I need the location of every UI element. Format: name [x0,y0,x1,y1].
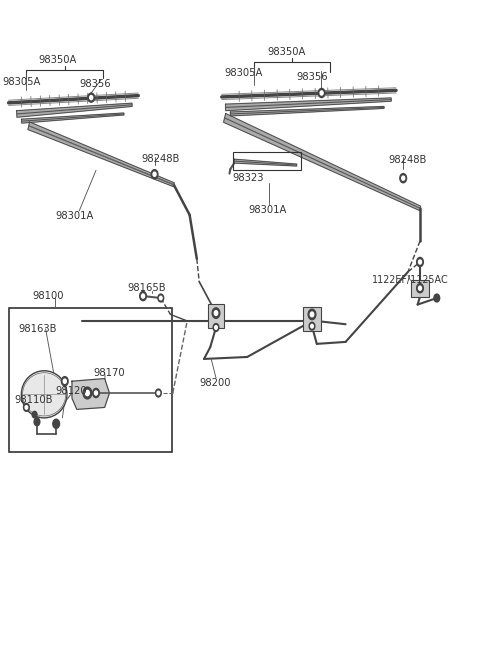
Circle shape [88,93,95,102]
Polygon shape [234,159,297,166]
Text: 98163B: 98163B [18,324,57,334]
Circle shape [156,389,161,397]
Circle shape [153,172,156,176]
Bar [411,280,429,297]
Polygon shape [226,98,391,111]
Circle shape [53,419,60,428]
Circle shape [402,176,405,180]
Circle shape [151,170,158,179]
Circle shape [24,403,29,411]
Bar [233,152,301,170]
Text: 98100: 98100 [33,291,64,301]
Circle shape [318,88,325,98]
Circle shape [61,377,68,386]
Circle shape [142,294,144,298]
Circle shape [34,418,40,426]
Circle shape [213,324,219,331]
Text: 98248B: 98248B [142,153,180,164]
Text: 98301A: 98301A [249,204,287,215]
Circle shape [25,405,28,409]
Circle shape [417,284,423,293]
Circle shape [419,260,421,264]
Ellipse shape [21,371,67,418]
Text: 98110B: 98110B [14,394,53,405]
Circle shape [159,296,162,300]
Circle shape [309,322,315,330]
Text: 1122EF/1125AC: 1122EF/1125AC [372,275,449,286]
Circle shape [140,291,146,301]
Bar [207,303,225,328]
Circle shape [90,96,93,100]
Text: 98248B: 98248B [389,155,427,166]
Circle shape [320,91,323,95]
Text: 98350A: 98350A [38,55,77,66]
Circle shape [417,257,423,267]
Circle shape [212,308,220,318]
Text: 98323: 98323 [232,173,264,183]
Bar [9,308,172,452]
Circle shape [85,390,89,396]
Polygon shape [28,122,174,187]
Circle shape [63,379,66,383]
Circle shape [32,411,37,418]
Circle shape [214,310,218,316]
Circle shape [93,388,99,398]
Circle shape [310,312,314,317]
Circle shape [311,324,313,328]
Circle shape [308,309,316,320]
Polygon shape [17,103,132,117]
Bar [303,307,321,331]
Circle shape [419,286,421,290]
Circle shape [158,294,164,302]
Text: 98120: 98120 [55,386,87,396]
Circle shape [157,391,160,395]
Text: 98165B: 98165B [127,283,166,293]
Text: 98350A: 98350A [267,47,306,58]
Circle shape [215,326,217,329]
Polygon shape [230,107,384,116]
Text: 98356: 98356 [79,79,111,89]
Circle shape [83,387,92,399]
Circle shape [434,294,440,302]
Circle shape [95,391,97,395]
Polygon shape [72,379,109,409]
Text: 98356: 98356 [297,72,328,83]
Text: 98305A: 98305A [2,77,41,87]
Text: 98305A: 98305A [225,68,263,79]
Text: 98200: 98200 [199,378,231,388]
Circle shape [400,174,407,183]
Polygon shape [22,113,124,123]
Polygon shape [224,113,420,210]
Text: 98170: 98170 [94,368,125,379]
Text: 98301A: 98301A [55,211,94,221]
